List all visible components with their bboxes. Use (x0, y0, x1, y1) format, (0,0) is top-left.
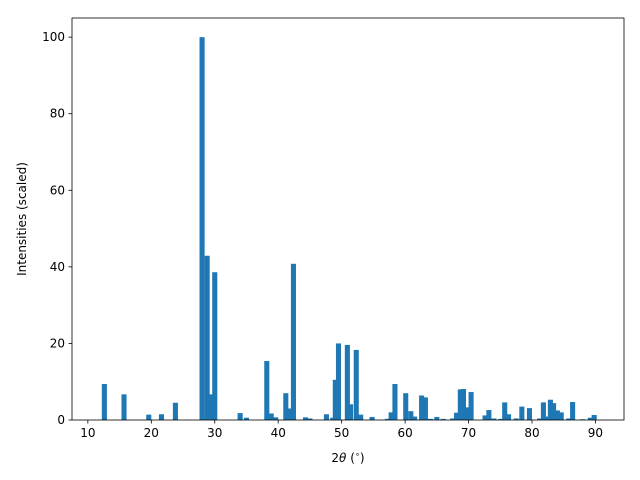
plot-frame (71, 17, 625, 421)
bar (323, 414, 329, 420)
bar (369, 416, 375, 420)
bar (392, 384, 398, 420)
bar (440, 418, 446, 420)
bar (388, 412, 394, 420)
bar (121, 394, 127, 420)
bar (558, 412, 564, 420)
bar (384, 418, 390, 420)
bar (427, 418, 434, 420)
x-tick-label: 30 (207, 426, 222, 440)
x-axis-ticks: 10 20 30 40 50 60 70 80 90 (80, 420, 603, 440)
bar (237, 413, 243, 420)
x-axis-label: 2θ (∘) (331, 450, 364, 465)
bar (566, 418, 572, 420)
bar (302, 417, 309, 420)
bar (486, 410, 492, 420)
bar (505, 414, 512, 420)
bar (101, 384, 107, 420)
y-tick-label: 40 (50, 260, 65, 274)
bar (419, 395, 425, 420)
bar (290, 263, 296, 420)
bar (544, 416, 550, 420)
bar (519, 406, 525, 420)
x-tick-label: 70 (461, 426, 476, 440)
bar (540, 402, 546, 420)
bar (332, 379, 338, 420)
x-tick-label: 20 (144, 426, 159, 440)
bar (243, 417, 250, 420)
bar (358, 414, 364, 420)
bar (457, 389, 463, 420)
bar (434, 416, 440, 420)
bar (264, 361, 270, 420)
bar (273, 417, 279, 420)
x-tick-label: 10 (80, 426, 95, 440)
bar-series (101, 37, 597, 420)
x-tick-label: 50 (334, 426, 349, 440)
bar (591, 415, 597, 420)
bar (526, 408, 532, 420)
bar (353, 349, 359, 420)
bar (403, 393, 409, 420)
y-tick-label: 0 (57, 413, 65, 427)
bar (468, 392, 474, 420)
x-tick-label: 40 (271, 426, 286, 440)
bar (547, 399, 553, 420)
bar (570, 402, 576, 420)
bar (491, 418, 497, 420)
bar (287, 408, 293, 420)
bar (212, 272, 218, 420)
bar (348, 404, 354, 420)
x-tick-label: 80 (524, 426, 539, 440)
y-tick-label: 100 (42, 30, 65, 44)
bar (283, 393, 289, 420)
bar (208, 394, 214, 420)
y-axis-ticks: 0 20 40 60 80 100 (42, 30, 72, 427)
bar (146, 414, 152, 420)
bar (172, 402, 178, 420)
bar (408, 411, 414, 420)
y-tick-label: 60 (50, 183, 65, 197)
bar (460, 388, 467, 420)
bar (412, 416, 418, 420)
bar (453, 412, 460, 420)
bar (268, 413, 274, 420)
bar (482, 415, 488, 420)
bar (344, 344, 350, 420)
x-tick-label: 60 (397, 426, 412, 440)
bar (335, 343, 342, 420)
bar (464, 407, 470, 420)
bar (587, 417, 593, 420)
bar (502, 402, 508, 420)
bar (158, 414, 164, 420)
bar (204, 255, 210, 420)
bar (513, 418, 519, 420)
bar (422, 397, 428, 420)
bar (450, 418, 456, 420)
y-tick-label: 80 (50, 107, 65, 121)
bar (199, 37, 205, 420)
bar (537, 418, 543, 420)
y-tick-label: 20 (50, 336, 65, 350)
x-tick-label: 90 (588, 426, 603, 440)
bar (551, 403, 557, 420)
bar (554, 410, 560, 420)
bar (498, 418, 504, 420)
y-axis-label: Intensities (scaled) (15, 162, 29, 276)
bar (307, 418, 313, 420)
